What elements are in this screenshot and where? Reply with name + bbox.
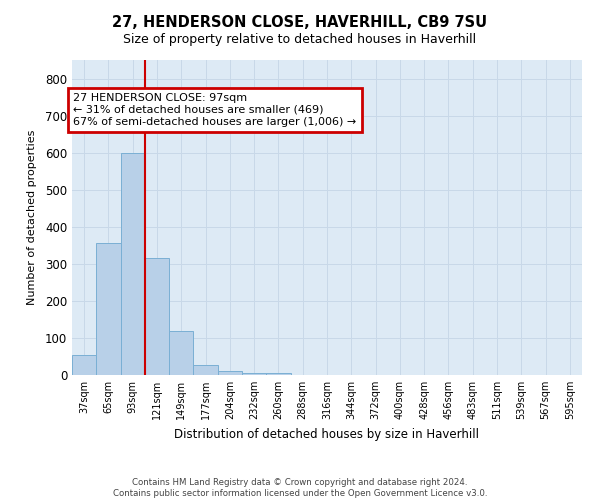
Text: 27, HENDERSON CLOSE, HAVERHILL, CB9 7SU: 27, HENDERSON CLOSE, HAVERHILL, CB9 7SU: [112, 15, 488, 30]
X-axis label: Distribution of detached houses by size in Haverhill: Distribution of detached houses by size …: [175, 428, 479, 440]
Text: Size of property relative to detached houses in Haverhill: Size of property relative to detached ho…: [124, 32, 476, 46]
Bar: [121, 152, 145, 375]
Text: 27 HENDERSON CLOSE: 97sqm
← 31% of detached houses are smaller (469)
67% of semi: 27 HENDERSON CLOSE: 97sqm ← 31% of detac…: [73, 94, 356, 126]
Y-axis label: Number of detached properties: Number of detached properties: [26, 130, 37, 305]
Bar: [169, 330, 193, 375]
Bar: [266, 373, 290, 375]
Bar: [72, 354, 96, 375]
Text: Contains HM Land Registry data © Crown copyright and database right 2024.
Contai: Contains HM Land Registry data © Crown c…: [113, 478, 487, 498]
Bar: [96, 244, 121, 375]
Bar: [193, 364, 218, 375]
Bar: [242, 373, 266, 375]
Bar: [145, 258, 169, 375]
Bar: [218, 370, 242, 375]
